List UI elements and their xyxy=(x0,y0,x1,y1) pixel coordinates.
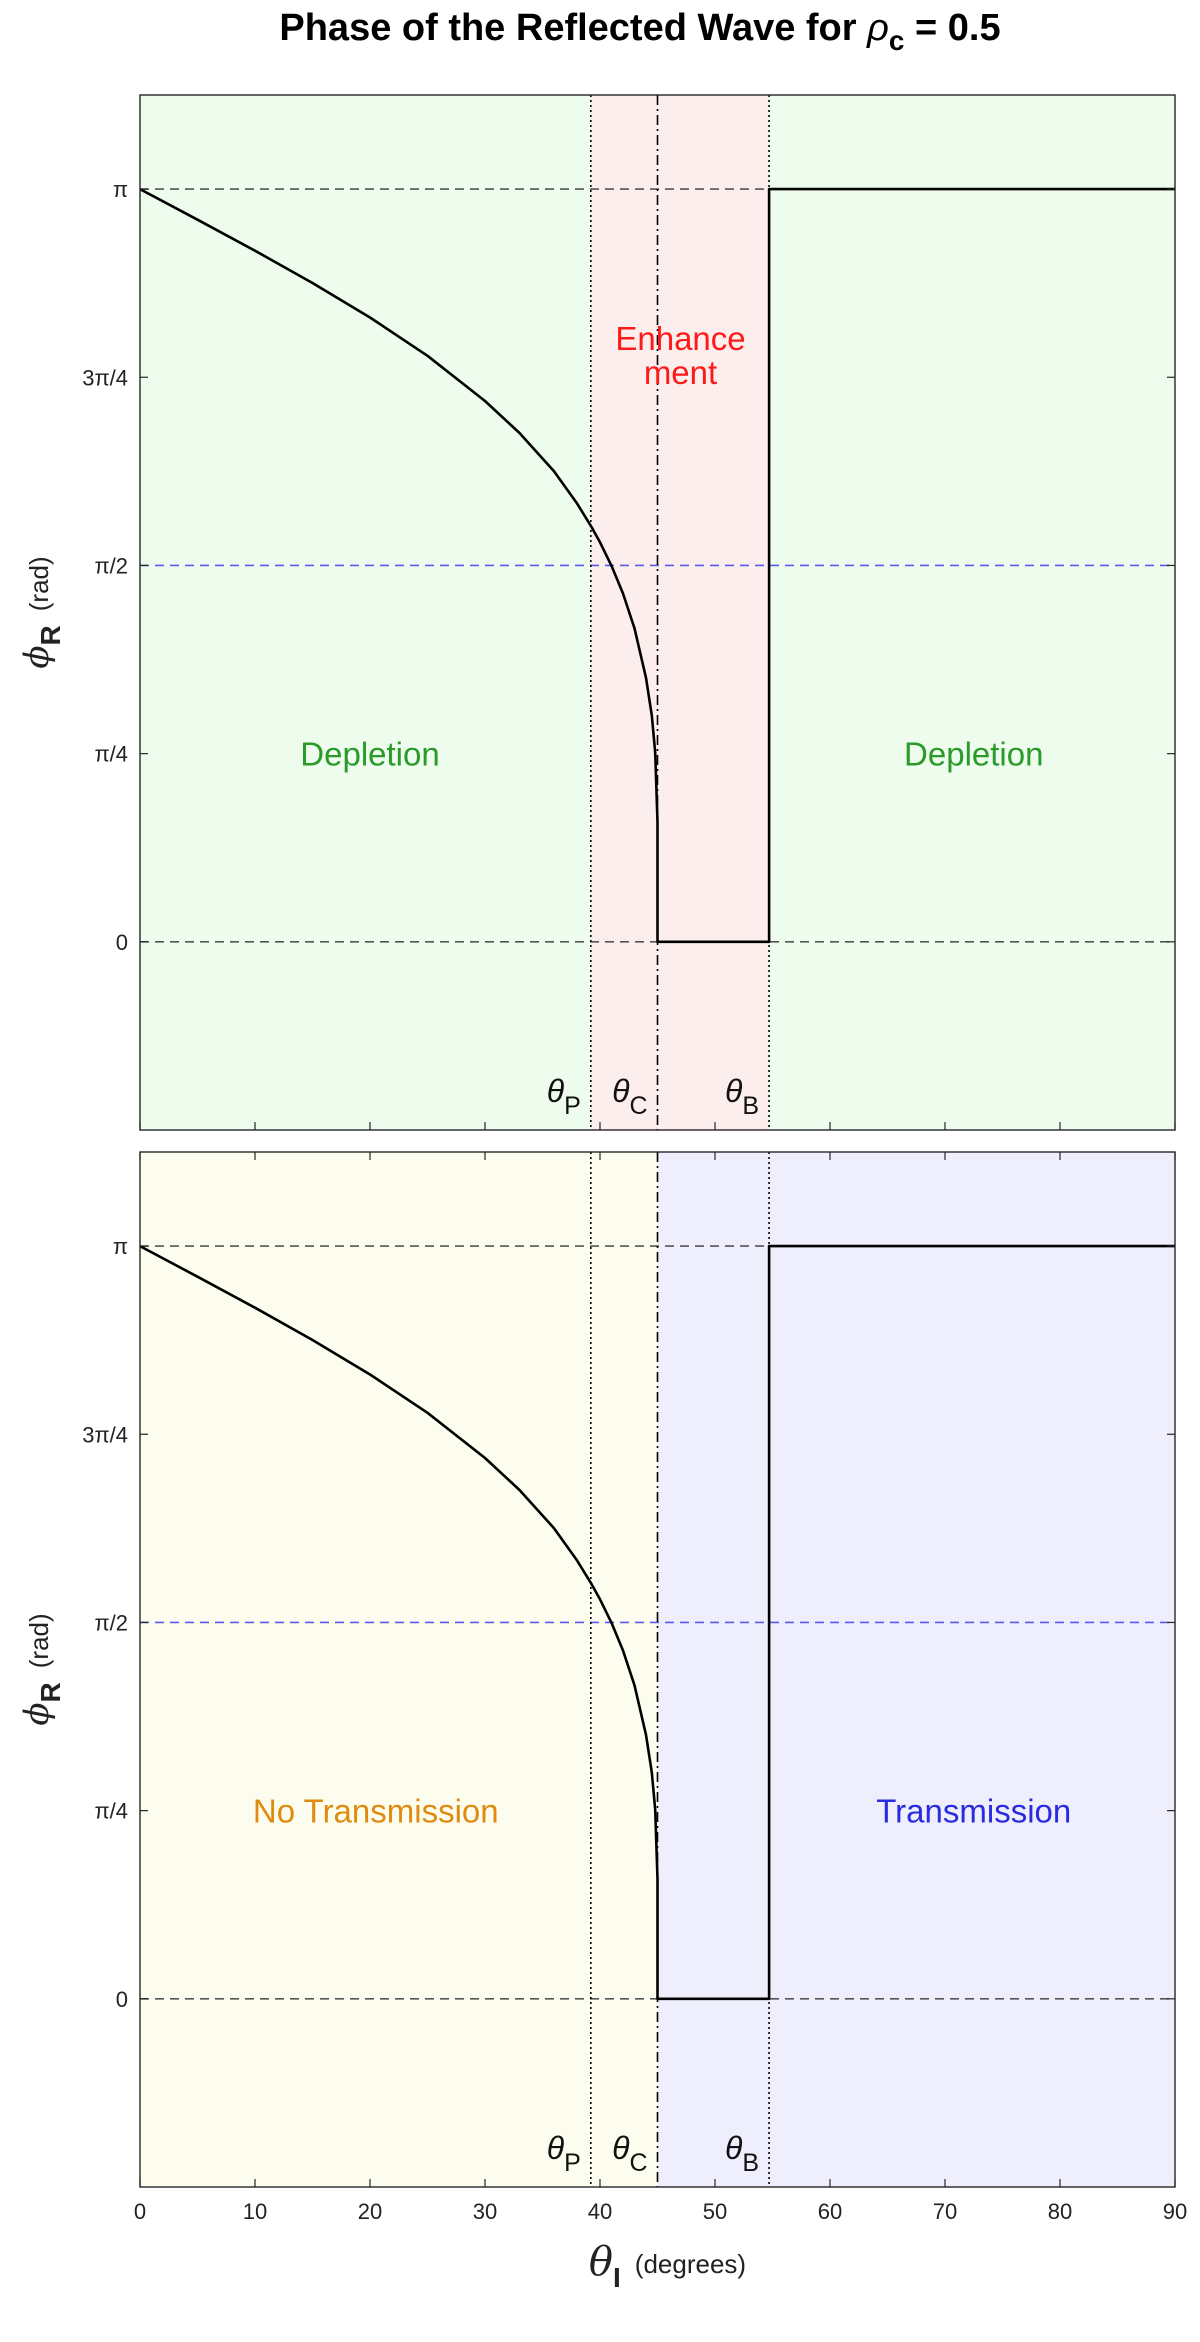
panel1-series-line-0 xyxy=(139,1244,1175,2001)
panel0-y-axis-label: ϕR (rad) xyxy=(17,556,66,668)
panel1-x-axis-label: θI (degrees) xyxy=(589,2239,746,2293)
panel1-x-tick-label-1: 10 xyxy=(243,2199,267,2224)
panel0-angle-marker-sub-0: P xyxy=(564,1092,581,1120)
panel1-x-tick-label-5: 50 xyxy=(703,2199,727,2224)
panel1-x-tick-label-2: 20 xyxy=(358,2199,382,2224)
panel1-x-tick-label-3: 30 xyxy=(473,2199,497,2224)
panel1-y-tick-label-3: 3π/4 xyxy=(82,1422,128,1447)
panel1-x-tick-label-6: 60 xyxy=(818,2199,842,2224)
panel1-y-axis-symbol: ϕ xyxy=(17,1702,57,1725)
panel0-y-tick-label-3: 3π/4 xyxy=(82,365,128,390)
panel1-y-tick-label-1: π/4 xyxy=(94,1799,128,1824)
panel0-annotation-1-0: Enhance xyxy=(615,320,745,357)
panel0-y-axis-unit: (rad) xyxy=(24,556,54,611)
panel0-region-0 xyxy=(140,95,591,1130)
panel0-y-axis-subscript: R xyxy=(35,625,66,645)
panel1-x-tick-label-8: 80 xyxy=(1048,2199,1072,2224)
panel1-annotation-1-0: Transmission xyxy=(876,1793,1071,1830)
panel1-y-tick-label-2: π/2 xyxy=(94,1610,128,1635)
panel0-region-1 xyxy=(590,95,770,1130)
panel0-annotation-2-0: Depletion xyxy=(904,736,1043,773)
panel1-y-axis-subscript: R xyxy=(35,1682,66,1702)
panel0-y-tick-label-4: π xyxy=(113,177,128,202)
panel0-y-axis-symbol: ϕ xyxy=(17,645,57,668)
panel0-y-tick-label-1: π/4 xyxy=(94,742,128,767)
panel0-series-line-0 xyxy=(139,187,1175,944)
panel1-x-tick-label-9: 90 xyxy=(1163,2199,1187,2224)
panel1-x-tick-label-0: 0 xyxy=(134,2199,146,2224)
panel0-angle-marker-sub-1: C xyxy=(629,1092,647,1120)
panel0-region-2 xyxy=(769,95,1175,1130)
panel1-x-tick-label-4: 40 xyxy=(588,2199,612,2224)
panel1-angle-marker-sub-0: P xyxy=(564,2149,581,2177)
panel0-y-tick-label-2: π/2 xyxy=(94,553,128,578)
figure-title-subscript: c xyxy=(889,25,905,56)
panel1-x-axis-symbol: θ xyxy=(589,2239,613,2285)
panel1-region-1 xyxy=(657,1152,1175,2187)
panel0-y-tick-label-0: 0 xyxy=(116,930,128,955)
top-panel: θP θC θBDepletionEnhancementDepletion0π/4π… xyxy=(17,94,1176,1131)
figure-title-suffix: = 0.5 xyxy=(904,7,1000,49)
figure-title-prefix: Phase of the Reflected Wave for xyxy=(279,7,867,49)
panel1-angle-marker-sub-2: B xyxy=(742,2149,759,2177)
panel1-annotation-0-0: No Transmission xyxy=(253,1793,499,1830)
panel0-annotation-1-1: ment xyxy=(644,354,717,391)
panel0-axes-frame xyxy=(139,94,1176,1131)
panel1-x-axis-unit: (degrees) xyxy=(635,2249,746,2279)
panel1-y-tick-label-0: 0 xyxy=(116,1987,128,2012)
panel1-y-axis-label: ϕR (rad) xyxy=(17,1613,66,1725)
panel1-x-axis-subscript: I xyxy=(613,2262,621,2293)
figure-title: Phase of the Reflected Wave for ρc = 0.5 xyxy=(279,7,1000,56)
panel1-axes-frame xyxy=(139,1151,1176,2188)
panel0-annotation-0-0: Depletion xyxy=(300,736,439,773)
panel0-angle-marker-sub-2: B xyxy=(742,1092,759,1120)
panel1-angle-marker-sub-1: C xyxy=(629,2149,647,2177)
panel1-y-tick-label-4: π xyxy=(113,1234,128,1259)
panel1-x-tick-label-7: 70 xyxy=(933,2199,957,2224)
figure-title-symbol: ρ xyxy=(866,7,889,49)
panel1-region-0 xyxy=(140,1152,658,2187)
panel1-y-axis-unit: (rad) xyxy=(24,1613,54,1668)
